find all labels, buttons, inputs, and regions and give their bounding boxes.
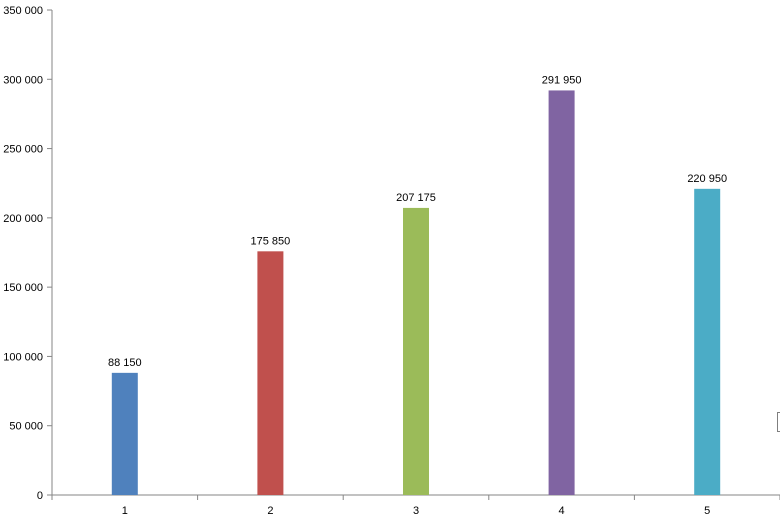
y-tick-label: 200 000 [3,213,43,225]
chart-resize-handle[interactable] [777,412,780,432]
data-labels: 88 150 175 850 207 175 291 950 220 950 [108,74,727,368]
x-tick-label: 2 [267,505,273,517]
y-tick-label: 350 000 [3,5,43,17]
bars [111,90,721,496]
data-label: 291 950 [542,74,582,86]
bar[interactable] [694,188,721,496]
bar[interactable] [403,207,429,495]
x-tick-label: 5 [704,505,710,517]
x-tick-label: 1 [122,505,128,517]
data-label: 207 175 [396,192,436,204]
x-tick-label: 4 [559,505,565,517]
y-axis: 0 50 000 100 000 150 000 200 000 250 000 300 0… [3,5,53,502]
x-axis: 1 2 3 4 5 [51,494,780,517]
y-tick-label: 300 000 [3,74,43,86]
bar[interactable] [257,251,284,495]
y-tick-label: 50 000 [9,421,43,433]
data-label: 88 150 [108,357,142,369]
y-tick-label: 250 000 [3,144,43,156]
data-label: 220 950 [687,173,727,185]
data-label: 175 850 [251,235,291,247]
bar[interactable] [111,372,138,495]
y-tick-label: 100 000 [3,351,43,363]
y-tick-label: 150 000 [3,282,43,294]
x-tick-label: 3 [413,505,419,517]
bar[interactable] [548,90,575,496]
y-tick-label: 0 [37,490,43,502]
